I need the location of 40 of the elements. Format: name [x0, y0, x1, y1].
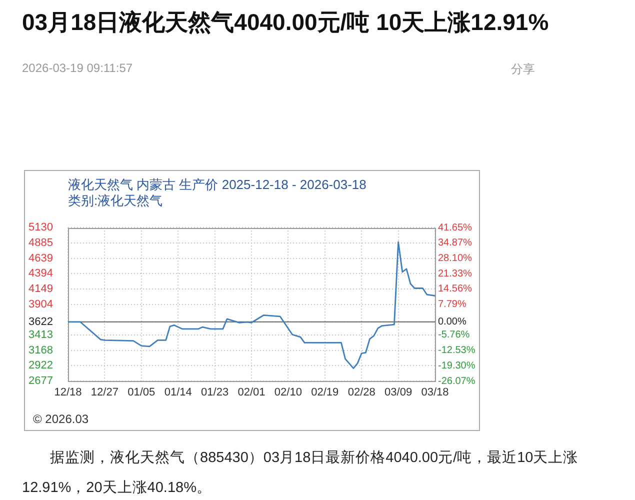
y2-tick-label: 34.87% [438, 238, 472, 249]
y-tick-label: 4639 [28, 252, 53, 264]
y2-tick-label: 14.56% [438, 284, 472, 295]
y-tick-label: 3413 [28, 329, 53, 342]
y2-tick-label: 7.79% [438, 299, 466, 310]
x-tick-label: 12/27 [90, 386, 118, 399]
y2-tick-label: 0.00% [438, 316, 466, 328]
y-tick-label: 4394 [28, 268, 53, 280]
y2-tick-label: -26.07% [438, 376, 476, 387]
y-tick-label: 2677 [28, 375, 53, 388]
y-tick-label: 5130 [28, 222, 53, 234]
chart-title: 03月18日液化天然气4040.00元/吨 10天上涨12.91% [22, 8, 549, 37]
x-tick-label: 01/14 [164, 386, 192, 399]
y2-tick-label: 28.10% [438, 253, 472, 264]
y-tick-label: 2922 [28, 360, 53, 372]
y-tick-label: 3622 [28, 316, 53, 328]
text: 类别:液化天然气 [68, 192, 163, 210]
y-tick-label: 4885 [28, 236, 53, 249]
text: © 2026.03 [33, 412, 89, 426]
y2-tick-label: -19.30% [438, 360, 476, 372]
y2-tick-label: 21.33% [438, 268, 472, 280]
x-tick-label: 02/28 [348, 386, 376, 399]
y-tick-label: 4149 [28, 282, 53, 295]
text: 2026-03-19 09:11:57 [22, 61, 133, 75]
y-tick-label: 3168 [28, 344, 53, 356]
x-tick-label: 03/09 [384, 386, 412, 399]
x-tick-label: 12/18 [54, 386, 82, 399]
x-tick-label: 01/05 [128, 386, 156, 399]
y-tick-label: 3904 [28, 298, 53, 310]
x-tick-label: 02/01 [238, 386, 266, 399]
text: 据监测，液化天然气（885430）03月18日最新价格4040.00元/吨，最近10天上涨12.91%，20天上涨40.18%。 [22, 448, 580, 498]
chart-subtitle: 液化天然气 内蒙古 生产价 2025-12-18 - 2026-03-18 [68, 176, 366, 194]
y2-tick-label: -12.53% [438, 345, 476, 356]
text: 分享 [511, 61, 535, 78]
x-tick-label: 02/19 [311, 386, 339, 399]
x-tick-label: 02/10 [274, 386, 302, 399]
x-tick-label: 03/18 [421, 386, 449, 399]
x-tick-label: 01/23 [201, 386, 229, 399]
y2-tick-label: -5.76% [438, 330, 470, 341]
y2-tick-label: 41.65% [438, 222, 472, 234]
